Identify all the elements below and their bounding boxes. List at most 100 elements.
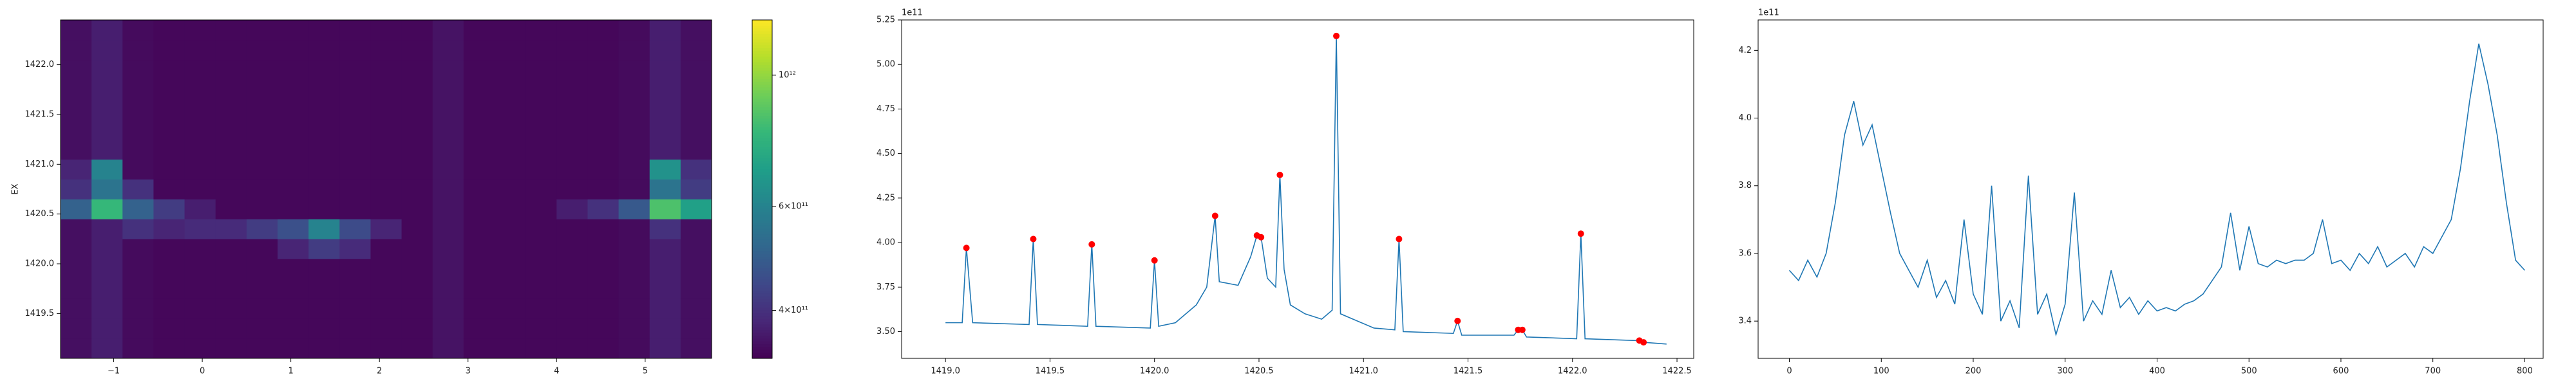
heatmap-cell (680, 79, 712, 100)
heatmap-cell (184, 259, 216, 279)
heatmap-cell (308, 259, 340, 279)
heatmap-cell (495, 239, 526, 259)
heatmap-cell (680, 259, 712, 279)
heatmap-cell (153, 299, 185, 319)
colorbar-swatch (752, 51, 772, 55)
peak-marker (1088, 241, 1095, 248)
colorbar-swatch (752, 152, 772, 156)
heatmap-cell (680, 199, 712, 219)
heatmap-cell (680, 179, 712, 199)
colorbar-swatch (752, 225, 772, 229)
heatmap-cell (432, 39, 464, 60)
heatmap-cell (91, 99, 123, 120)
colorbar-swatch (752, 251, 772, 255)
heatmap-cell (463, 318, 495, 339)
heatmap-cell (184, 59, 216, 80)
heatmap-cell (215, 259, 247, 279)
peak-marker (1030, 235, 1037, 243)
x-tick-label: −1 (108, 367, 120, 376)
colorbar-swatch (752, 318, 772, 322)
heatmap-cell (91, 79, 123, 100)
colorbar-swatch (752, 353, 772, 356)
colorbar-swatch (752, 237, 772, 241)
heatmap-cell (215, 99, 247, 120)
heatmap-cell (246, 259, 278, 279)
heatmap-cell (122, 139, 154, 160)
heatmap-cell (649, 119, 681, 140)
y-axis-label: EX (11, 183, 21, 194)
heatmap-cell (184, 299, 216, 319)
colorbar-swatch (752, 268, 772, 271)
heatmap-cell (122, 39, 154, 60)
heatmap-cell (649, 279, 681, 299)
heatmap-cell (432, 20, 464, 41)
colorbar-swatch (752, 133, 772, 136)
heatmap-cell (246, 139, 278, 160)
heatmap-cell (680, 159, 712, 180)
colorbar-swatch (752, 180, 772, 184)
heatmap-cell (556, 279, 588, 299)
heatmap-cell (401, 39, 433, 60)
heatmap-cell (153, 59, 185, 80)
heatmap-cell (153, 139, 185, 160)
heatmap-cell (618, 239, 650, 259)
heatmap-cell (556, 259, 588, 279)
heatmap-cell (215, 20, 247, 41)
peak-marker (1454, 317, 1461, 324)
heatmap-cell (495, 338, 526, 358)
heatmap-cell (526, 299, 557, 319)
heatmap-cell (184, 39, 216, 60)
heatmap-cell (526, 79, 557, 100)
heatmap-cell (184, 79, 216, 100)
colorbar-swatch (752, 271, 772, 275)
heatmap-cell (153, 338, 185, 358)
heatmap-cell (401, 299, 433, 319)
colorbar-swatch (752, 234, 772, 238)
heatmap-cell (153, 259, 185, 279)
heatmap-cell (463, 279, 495, 299)
colorbar-swatch (752, 313, 772, 317)
heatmap-cell (308, 199, 340, 219)
heatmap-cell (432, 179, 464, 199)
colorbar-swatch (752, 285, 772, 289)
heatmap-cell (432, 199, 464, 219)
colorbar-swatch (752, 87, 772, 91)
heatmap-cell (370, 119, 402, 140)
heatmap-cell (122, 219, 154, 239)
heatmap-cell (495, 219, 526, 239)
heatmap-cell (526, 159, 557, 180)
heatmap-cell (278, 59, 309, 80)
heatmap-cell (122, 159, 154, 180)
heatmap-cell (91, 199, 123, 219)
heatmap-cell (432, 338, 464, 358)
x-tick-label: 1421.5 (1454, 367, 1483, 376)
heatmap-cell (618, 279, 650, 299)
heatmap-cell (432, 219, 464, 239)
heatmap-cell (618, 318, 650, 339)
heatmap-cell (618, 219, 650, 239)
y-offset-label: 1e11 (1758, 8, 1779, 18)
heatmap-cell (649, 338, 681, 358)
colorbar-swatch (752, 76, 772, 80)
heatmap-cell (246, 338, 278, 358)
heatmap-cell (556, 39, 588, 60)
heatmap-cell (556, 139, 588, 160)
heatmap-cell (215, 179, 247, 199)
heatmap-cell (122, 239, 154, 259)
heatmap-cell (278, 20, 309, 41)
heatmap-cell (153, 199, 185, 219)
heatmap-cell (278, 299, 309, 319)
heatmap-cell (370, 279, 402, 299)
x-tick-label: 3 (466, 367, 471, 376)
colorbar-swatch (752, 70, 772, 74)
heatmap-cell (61, 318, 92, 339)
y-tick-label: 1422.0 (25, 60, 55, 69)
heatmap-cell (91, 318, 123, 339)
heatmap-cell (526, 259, 557, 279)
peak-marker (1519, 326, 1526, 333)
y-offset-label: 1e11 (902, 8, 923, 18)
heatmap-cell (618, 59, 650, 80)
x-tick-label: 1422.0 (1558, 367, 1587, 376)
heatmap-cell (246, 99, 278, 120)
heatmap-cell (370, 79, 402, 100)
